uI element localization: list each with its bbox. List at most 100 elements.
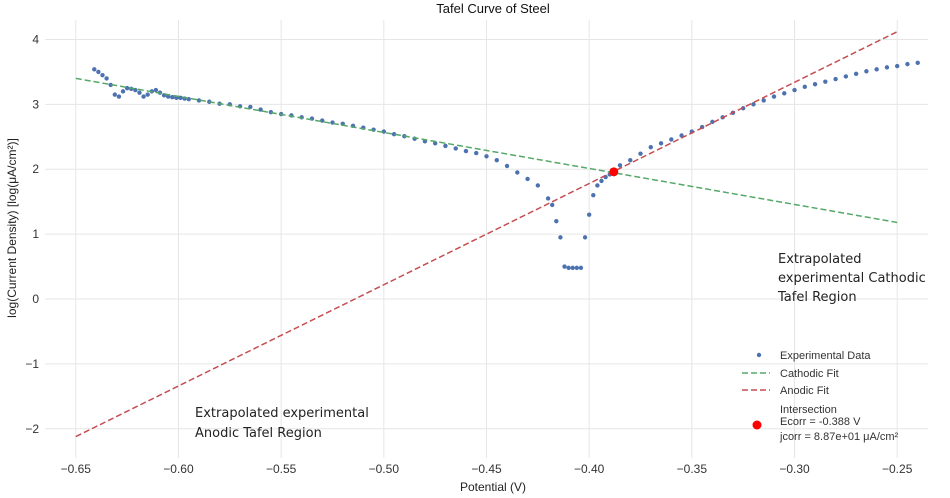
experimental-data-point [617,163,623,168]
legend-experimental-marker [756,352,762,358]
experimental-data-point [578,265,584,271]
legend-ecorr-label: Ecorr = -0.388 V [780,416,861,428]
experimental-data-point [494,157,499,163]
experimental-data-point [710,119,715,125]
experimental-data-point [96,69,101,75]
experimental-data-point [823,79,828,84]
experimental-data-point [258,107,263,112]
chart-title: Tafel Curve of Steel [436,1,550,16]
legend-jcorr-label: jcorr = 8.87e+01 μA/cm² [779,431,899,443]
legend-intersection-label: Intersection [780,404,837,416]
experimental-data-point [137,90,142,95]
legend-experimental-label: Experimental Data [780,350,871,362]
experimental-data-point [812,82,818,87]
experimental-data-point [864,69,869,74]
experimental-data-point [853,71,859,77]
x-tick-label: −0.30 [779,462,810,476]
experimental-data-point [515,170,520,175]
experimental-data-point [196,98,202,103]
experimental-data-point [554,218,559,224]
experimental-data-point [463,148,469,154]
x-tick-label: −0.45 [471,462,502,476]
legend-cathodic-label: Cathodic Fit [780,368,839,380]
experimental-data-point [586,212,592,217]
experimental-data-point [116,94,122,99]
x-tick-label: −0.65 [61,462,92,476]
experimental-data-point [894,63,900,69]
legend: Experimental Data Cathodic Fit Anodic Fi… [742,350,899,443]
x-tick-label: −0.50 [369,462,400,476]
experimental-data-point [178,95,183,101]
x-tick-label: −0.35 [677,462,708,476]
grid-lines [45,20,928,458]
experimental-data-point [120,89,126,94]
experimental-data-point [591,193,596,198]
y-tick-label: 0 [32,292,39,306]
experimental-data-point [558,235,563,240]
experimental-data-point [761,98,766,103]
experimental-data-point [141,94,146,99]
experimental-data-point [566,265,571,271]
experimental-data-point [638,151,643,156]
experimental-data-point [562,264,567,269]
experimental-data-point [153,87,159,93]
experimental-data-point [391,132,397,137]
experimental-data-point [432,141,438,146]
experimental-data-point [100,72,105,78]
experimental-data-point [648,144,653,150]
x-tick-label: −0.25 [882,462,913,476]
y-tick-label: −2 [25,422,39,436]
cathodic-fit-line [75,77,898,224]
x-axis-ticks: −0.65 −0.60 −0.55 −0.50 −0.45 −0.40 −0.35 −0.30… [61,462,913,476]
experimental-data-point [145,92,150,97]
experimental-data-point [550,202,555,208]
experimental-data-point [905,61,910,67]
experimental-data-point [104,76,109,81]
experimental-data-point [248,104,253,110]
experimental-data-point [474,150,479,156]
experimental-data-point [833,76,838,82]
experimental-data-point [535,183,541,188]
experimental-data-point [108,82,113,88]
experimental-data-point [669,137,674,142]
experimental-data-point [628,157,633,163]
x-tick-label: −0.40 [574,462,605,476]
y-tick-label: 4 [32,32,39,46]
intersection-marker [609,167,619,177]
y-tick-label: 3 [32,97,39,111]
experimental-data-point [453,146,458,151]
anodic-region-annotation-line-1: Extrapolated experimental [195,406,369,421]
y-axis-label: log(Current Density) [log(μA/cm²)] [5,138,19,318]
x-axis-label: Potential (V) [460,480,526,494]
experimental-data-point [112,92,118,97]
experimental-data-point [595,183,600,188]
y-tick-label: −1 [25,357,39,371]
experimental-data-point [771,94,777,99]
y-axis-ticks: −2 −1 0 1 2 3 4 [25,32,39,435]
experimental-data-point [792,87,797,93]
experimental-data-point [443,143,448,149]
experimental-data-point [782,91,787,96]
anodic-region-annotation-line-2: Anodic Tafel Region [195,426,322,441]
data-series [75,31,920,438]
cathodic-region-annotation-line-2: experimental Cathodic [778,271,926,286]
experimental-data-point [570,265,575,271]
experimental-data-point [504,163,510,169]
experimental-data-point [484,154,489,159]
experimental-data-point [320,118,325,123]
experimental-data-point [525,176,530,182]
cathodic-region-annotation-line-1: Extrapolated [778,252,861,267]
experimental-data-point [574,265,580,271]
legend-intersection-marker [752,420,762,430]
experimental-data-point [658,141,664,146]
experimental-data-point [843,74,849,79]
cathodic-region-annotation-line-3: Tafel Region [777,290,857,305]
x-tick-label: −0.60 [163,462,194,476]
legend-anodic-label: Anodic Fit [780,385,829,397]
experimental-data-point [915,60,920,66]
y-tick-label: 1 [32,227,39,241]
experimental-data-point [802,84,807,90]
experimental-data-point [884,65,890,70]
experimental-data-point [545,196,551,201]
